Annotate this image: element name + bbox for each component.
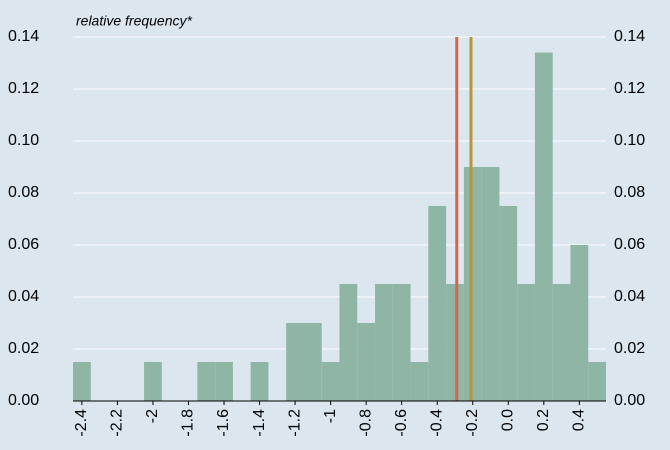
x-tick-label: -2.4 bbox=[73, 409, 90, 437]
x-tick-label: -1.4 bbox=[251, 409, 268, 437]
chart-title: relative frequency* bbox=[76, 13, 193, 29]
x-tick-label: -1.8 bbox=[180, 409, 197, 437]
y2-tick-label: 0.14 bbox=[614, 28, 645, 45]
bar bbox=[481, 167, 500, 401]
y-tick-label: 0.10 bbox=[8, 132, 39, 149]
y-tick-label: 0.12 bbox=[8, 80, 39, 97]
y2-tick-label: 0.04 bbox=[614, 288, 645, 305]
bar bbox=[552, 284, 571, 401]
bar bbox=[570, 245, 589, 401]
bar bbox=[357, 323, 376, 401]
y2-tick-label: 0.10 bbox=[614, 132, 645, 149]
x-tick-label: 0.2 bbox=[535, 409, 552, 431]
bar bbox=[321, 362, 340, 401]
bar bbox=[144, 362, 162, 401]
y-tick-label: 0.00 bbox=[8, 392, 39, 409]
bar bbox=[250, 362, 269, 401]
y2-tick-label: 0.02 bbox=[614, 340, 645, 357]
bar bbox=[392, 284, 411, 401]
x-tick-label: -0.2 bbox=[464, 409, 481, 437]
x-tick-label: -1.2 bbox=[286, 409, 303, 437]
bar bbox=[499, 206, 518, 401]
bar bbox=[339, 284, 358, 401]
x-tick-label: -2 bbox=[144, 409, 161, 423]
bar bbox=[303, 323, 322, 401]
y2-tick-label: 0.12 bbox=[614, 80, 645, 97]
bar bbox=[215, 362, 233, 401]
bar bbox=[463, 167, 482, 401]
bar bbox=[375, 284, 393, 401]
y-tick-label: 0.08 bbox=[8, 184, 39, 201]
x-tick-label: -1 bbox=[322, 409, 339, 423]
x-tick-label: 0.4 bbox=[571, 409, 588, 431]
bar bbox=[410, 362, 429, 401]
y-tick-label: 0.02 bbox=[8, 340, 39, 357]
y-tick-label: 0.06 bbox=[8, 236, 39, 253]
y-tick-label: 0.04 bbox=[8, 288, 39, 305]
x-tick-label: -0.8 bbox=[357, 409, 374, 437]
bar bbox=[73, 362, 91, 401]
x-tick-label: -0.6 bbox=[393, 409, 410, 437]
bar bbox=[588, 362, 606, 401]
x-tick-label: -0.4 bbox=[428, 409, 445, 437]
bar bbox=[197, 362, 216, 401]
y2-tick-label: 0.06 bbox=[614, 236, 645, 253]
x-tick-label: -1.6 bbox=[215, 409, 232, 437]
bar bbox=[286, 323, 304, 401]
bar bbox=[517, 284, 535, 401]
y-tick-label: 0.14 bbox=[8, 28, 39, 45]
bar bbox=[534, 52, 553, 401]
x-tick-label: -2.2 bbox=[109, 409, 126, 437]
x-tick-label: 0.0 bbox=[500, 409, 517, 431]
bar bbox=[428, 206, 447, 401]
bar bbox=[446, 284, 464, 401]
y2-tick-label: 0.00 bbox=[614, 392, 645, 409]
y2-tick-label: 0.08 bbox=[614, 184, 645, 201]
